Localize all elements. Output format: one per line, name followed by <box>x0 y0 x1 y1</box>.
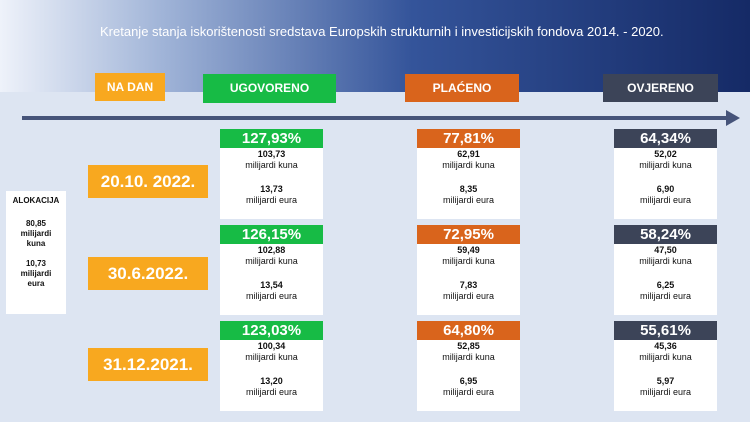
placeno-card: 72,95% 59,49 milijardi kuna 7,83 milijar… <box>417 225 520 315</box>
kuna-unit: milijardi kuna <box>639 160 692 170</box>
alokacija-label: ALOKACIJA <box>12 196 60 205</box>
kuna-value: 52,85 <box>457 341 480 351</box>
eura-value: 8,35 <box>459 184 478 194</box>
kuna-unit: milijardi kuna <box>639 352 692 362</box>
eura-value: 7,83 <box>459 280 478 290</box>
ovjereno-card: 64,34% 52,02 milijardi kuna 6,90 milijar… <box>614 129 717 219</box>
eura-unit: milijardi eura <box>245 387 298 397</box>
percent-value: 58,24% <box>614 225 717 244</box>
header-na-dan: NA DAN <box>95 73 165 101</box>
eura-value: 6,90 <box>656 184 675 194</box>
kuna-value: 62,91 <box>457 149 480 159</box>
eura-value: 13,20 <box>260 376 283 386</box>
placeno-card: 77,81% 62,91 milijardi kuna 8,35 milijar… <box>417 129 520 219</box>
alokacija-eura-value: 10,73 <box>25 259 47 268</box>
percent-value: 55,61% <box>614 321 717 340</box>
header-ugovoreno: UGOVORENO <box>203 74 336 103</box>
eura-value: 6,25 <box>656 280 675 290</box>
alokacija-kuna-unit-1: milijardi <box>20 229 52 238</box>
eura-value: 6,95 <box>459 376 478 386</box>
date-badge: 20.10. 2022. <box>88 165 208 198</box>
ugovoreno-card: 126,15% 102,88 milijardi kuna 13,54 mili… <box>220 225 323 315</box>
kuna-value: 100,34 <box>257 341 286 351</box>
percent-value: 72,95% <box>417 225 520 244</box>
percent-value: 77,81% <box>417 129 520 148</box>
kuna-unit: milijardi kuna <box>245 352 298 362</box>
eura-value: 13,54 <box>260 280 283 290</box>
eura-unit: milijardi eura <box>245 195 298 205</box>
alokacija-eura-unit-2: eura <box>27 279 45 288</box>
eura-unit: milijardi eura <box>442 387 495 397</box>
percent-value: 123,03% <box>220 321 323 340</box>
kuna-unit: milijardi kuna <box>639 256 692 266</box>
kuna-value: 45,36 <box>654 341 677 351</box>
percent-value: 127,93% <box>220 129 323 148</box>
eura-unit: milijardi eura <box>639 195 692 205</box>
kuna-unit: milijardi kuna <box>245 160 298 170</box>
date-badge: 30.6.2022. <box>88 257 208 290</box>
eura-value: 5,97 <box>656 376 675 386</box>
kuna-value: 52,02 <box>654 149 677 159</box>
page-title: Kretanje stanja iskorištenosti sredstava… <box>100 24 664 39</box>
ovjereno-card: 55,61% 45,36 milijardi kuna 5,97 milijar… <box>614 321 717 411</box>
kuna-unit: milijardi kuna <box>442 256 495 266</box>
eura-unit: milijardi eura <box>639 291 692 301</box>
kuna-value: 59,49 <box>457 245 480 255</box>
kuna-unit: milijardi kuna <box>442 352 495 362</box>
alokacija-kuna-unit-2: kuna <box>26 239 46 248</box>
placeno-card: 64,80% 52,85 milijardi kuna 6,95 milijar… <box>417 321 520 411</box>
percent-value: 64,80% <box>417 321 520 340</box>
kuna-unit: milijardi kuna <box>442 160 495 170</box>
kuna-value: 103,73 <box>257 149 286 159</box>
eura-unit: milijardi eura <box>442 195 495 205</box>
kuna-value: 102,88 <box>257 245 286 255</box>
kuna-unit: milijardi kuna <box>245 256 298 266</box>
arrow-head-icon <box>726 110 740 126</box>
percent-value: 126,15% <box>220 225 323 244</box>
eura-unit: milijardi eura <box>245 291 298 301</box>
percent-value: 64,34% <box>614 129 717 148</box>
alokacija-box: ALOKACIJA 80,85 milijardi kuna 10,73 mil… <box>6 191 66 314</box>
eura-unit: milijardi eura <box>639 387 692 397</box>
ugovoreno-card: 123,03% 100,34 milijardi kuna 13,20 mili… <box>220 321 323 411</box>
kuna-value: 47,50 <box>654 245 677 255</box>
eura-unit: milijardi eura <box>442 291 495 301</box>
ovjereno-card: 58,24% 47,50 milijardi kuna 6,25 milijar… <box>614 225 717 315</box>
ugovoreno-card: 127,93% 103,73 milijardi kuna 13,73 mili… <box>220 129 323 219</box>
header-placeno: PLAĆENO <box>405 74 519 102</box>
header-ovjereno: OVJERENO <box>603 74 718 102</box>
date-badge: 31.12.2021. <box>88 348 208 381</box>
alokacija-eura-unit-1: milijardi <box>20 269 52 278</box>
eura-value: 13,73 <box>260 184 283 194</box>
timeline-arrow <box>22 116 728 120</box>
alokacija-kuna-value: 80,85 <box>25 219 47 228</box>
